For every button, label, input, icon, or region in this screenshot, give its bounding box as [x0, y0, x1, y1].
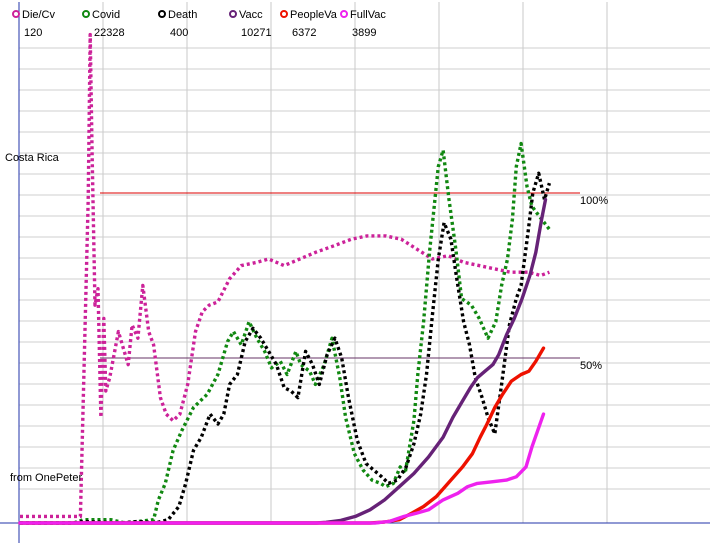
- reference-label-50: 50%: [580, 360, 602, 372]
- legend-marker-vacc: [229, 10, 237, 18]
- legend-label-peopleva: PeopleVa: [290, 9, 338, 21]
- legend-item-covid: Covid 22328: [82, 9, 125, 39]
- legend-item-peopleva: PeopleVa 6372: [280, 9, 338, 39]
- legend-item-fullvac: FullVac 3899: [340, 9, 386, 39]
- series-peopleva: [18, 346, 546, 525]
- series-fullvac: [18, 412, 546, 525]
- legend-marker-die-cv: [12, 10, 20, 18]
- chart-grid: [19, 2, 710, 523]
- legend-item-vacc: Vacc 10271: [229, 9, 272, 39]
- legend-value-vacc: 10271: [241, 27, 272, 39]
- legend-value-peopleva: 6372: [292, 27, 316, 39]
- series-group: [18, 32, 552, 525]
- legend-value-die-cv: 120: [24, 27, 42, 39]
- legend-marker-fullvac: [340, 10, 348, 18]
- series-line-peopleva: [18, 346, 546, 525]
- legend: Die/Cv 120 Covid 22328 Death 400 Vacc 10271 Peop…: [12, 9, 386, 39]
- series-line-fullvac: [18, 412, 546, 525]
- legend-marker-peopleva: [280, 10, 288, 18]
- reference-label-100: 100%: [580, 195, 608, 207]
- country-label: Costa Rica: [5, 152, 60, 164]
- legend-value-fullvac: 3899: [352, 27, 376, 39]
- legend-label-covid: Covid: [92, 9, 120, 21]
- legend-marker-covid: [82, 10, 90, 18]
- series-line-vacc: [18, 197, 548, 525]
- legend-label-die-cv: Die/Cv: [22, 9, 56, 21]
- legend-item-death: Death 400: [158, 9, 197, 39]
- series-covid: [20, 141, 551, 525]
- reference-lines: 100% 50%: [100, 192, 608, 372]
- series-vacc: [18, 197, 548, 525]
- legend-label-death: Death: [168, 9, 197, 21]
- legend-label-fullvac: FullVac: [350, 9, 386, 21]
- series-line-covid: [20, 141, 551, 525]
- credit-label: from OnePeter: [10, 472, 82, 484]
- legend-value-covid: 22328: [94, 27, 125, 39]
- series-die-cv: [20, 32, 550, 519]
- legend-item-die-cv: Die/Cv 120: [12, 9, 56, 39]
- legend-value-death: 400: [170, 27, 188, 39]
- legend-label-vacc: Vacc: [239, 9, 263, 21]
- series-line-die-cv: [20, 32, 550, 519]
- legend-marker-death: [158, 10, 166, 18]
